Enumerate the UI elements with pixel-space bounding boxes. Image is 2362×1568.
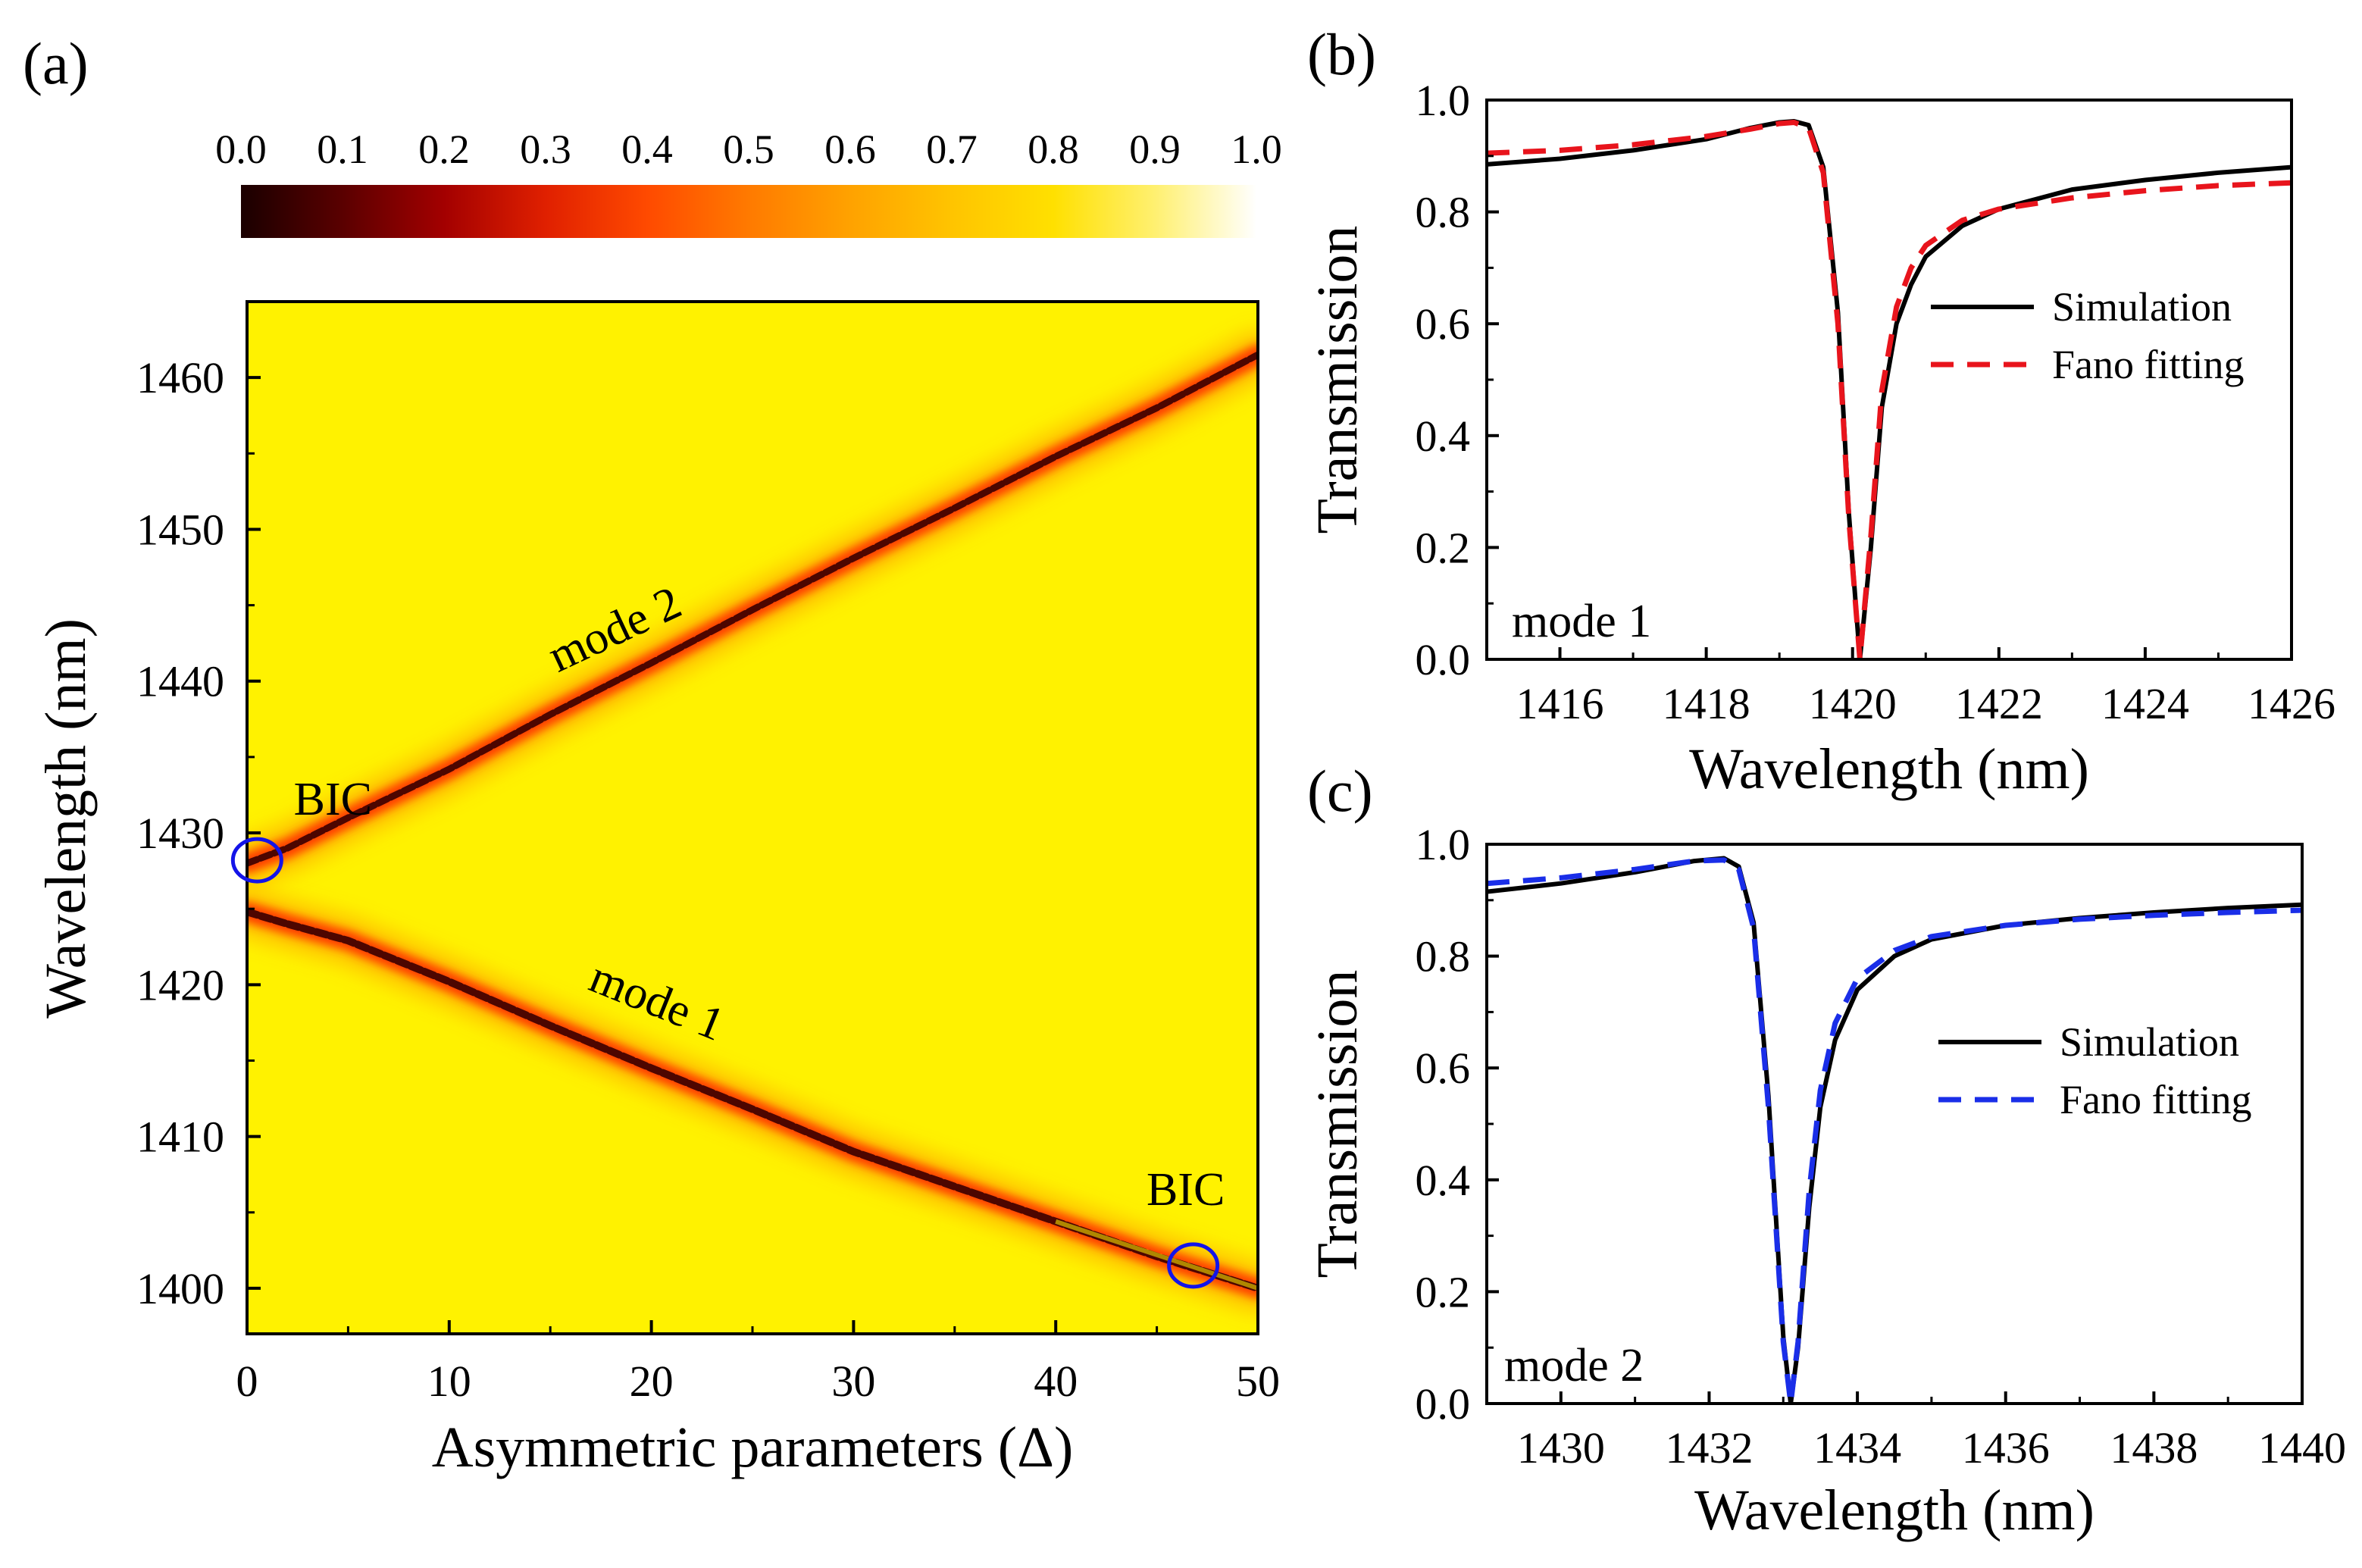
panel-label-c: (c): [1307, 758, 1373, 824]
legend-b: Simulation Fano fitting: [1931, 284, 2245, 387]
y-tick-label: 1420: [136, 960, 224, 1009]
y-tick-label: 0.4: [1416, 1156, 1471, 1205]
x-tick-label: 1430: [1517, 1423, 1605, 1473]
y-tick-label: 0.8: [1416, 932, 1471, 981]
colorbar-tick-label: 0.8: [1028, 127, 1079, 172]
y-axis-title-c: Transmission: [1306, 970, 1369, 1278]
y-tick-label: 0.2: [1416, 523, 1471, 572]
colorbar-gradient: [241, 185, 1256, 238]
y-tick-label: 0.0: [1416, 1379, 1471, 1429]
colorbar-ticks: 0.0 0.1 0.2 0.3 0.4 0.5 0.6 0.7 0.8 0.9 1.0: [215, 127, 1282, 172]
x-tick-label: 1418: [1663, 679, 1750, 728]
x-axis-title-b: Wavelength (nm): [1689, 737, 2089, 801]
y-tick-label: 0.4: [1416, 412, 1471, 461]
mode-fade: [1055, 1219, 1258, 1291]
x-tick-label: 1426: [2248, 679, 2335, 728]
colorbar-tick-label: 1.0: [1231, 127, 1282, 172]
x-axis-title-a: Asymmetric parameters (Δ): [432, 1416, 1074, 1479]
legend-c: Simulation Fano fitting: [1938, 1019, 2252, 1122]
line-plot-c: 1430 1432 1434 1436 1438 1440 0.0 0.2 0.4 0.6 0.8…: [1306, 820, 2346, 1542]
panel-label-a: (a): [23, 30, 89, 96]
y-tick-label: 0.6: [1416, 299, 1471, 349]
x-tick-label: 1422: [1955, 679, 2043, 728]
colorbar-tick-label: 0.5: [723, 127, 774, 172]
fano-fitting-line: [1487, 857, 2302, 1404]
x-axis-ticks-b: 1416 1418 1420 1422 1424 1426: [1485, 647, 2335, 728]
mode-core-line: [247, 351, 1258, 867]
y-tick-label: 1.0: [1416, 820, 1471, 869]
x-tick-label: 1416: [1516, 679, 1604, 728]
y-tick-label: 1450: [136, 505, 224, 554]
mode-annotation-b: mode 1: [1512, 596, 1651, 647]
x-tick-label: 1434: [1813, 1423, 1901, 1473]
x-tick-label: 1438: [2110, 1423, 2198, 1473]
x-tick-label: 20: [630, 1357, 674, 1406]
y-axis-ticks-a: 1400 1410 1420 1430 1440 1450 1460: [136, 300, 261, 1313]
bic-label: BIC: [294, 774, 372, 825]
colorbar: 0.0 0.1 0.2 0.3 0.4 0.5 0.6 0.7 0.8 0.9 1.0: [215, 127, 1282, 238]
series-c: [1487, 856, 2302, 1404]
bic-label: BIC: [1147, 1164, 1225, 1216]
mode-lines: [247, 351, 1258, 1292]
simulation-line: [1487, 119, 2292, 659]
y-tick-label: 1410: [136, 1113, 224, 1162]
bic-circle-marker: [1167, 1242, 1220, 1289]
colorbar-tick-label: 0.4: [621, 127, 673, 172]
x-axis-ticks-c: 1430 1432 1434 1436 1438 1440: [1485, 1391, 2346, 1473]
heatmap-plot-a: 0 10 20 30 40 50 1400 1410 1420 1430 1440 1450 1460…: [34, 300, 1280, 1479]
heatmap-background: [247, 302, 1258, 1334]
y-axis-ticks-c: 0.0 0.2 0.4 0.6 0.8 1.0: [1416, 820, 1499, 1429]
y-tick-label: 1430: [136, 809, 224, 858]
x-tick-label: 40: [1034, 1357, 1078, 1406]
y-tick-label: 0.8: [1416, 188, 1471, 237]
y-tick-label: 0.2: [1416, 1267, 1471, 1316]
y-axis-title-b: Transmission: [1306, 226, 1369, 534]
x-axis-title-c: Wavelength (nm): [1694, 1479, 2095, 1542]
line-plot-b: 1416 1418 1420 1422 1424 1426 0.0 0.2 0.4 0.6 0.8…: [1306, 76, 2335, 801]
x-tick-label: 1436: [1962, 1423, 2050, 1473]
legend-fano-label: Fano fitting: [2060, 1077, 2252, 1122]
colorbar-tick-label: 0.0: [215, 127, 267, 172]
x-tick-label: 1440: [2258, 1423, 2346, 1473]
panel-label-b: (b): [1307, 21, 1376, 87]
y-tick-label: 1.0: [1416, 76, 1471, 125]
x-tick-label: 1432: [1665, 1423, 1753, 1473]
x-tick-label: 0: [236, 1357, 258, 1406]
mode-annotation-c: mode 2: [1504, 1340, 1644, 1391]
x-tick-label: 10: [427, 1357, 471, 1406]
y-tick-label: 1460: [136, 353, 224, 402]
colorbar-tick-label: 0.7: [926, 127, 978, 172]
colorbar-tick-label: 0.6: [824, 127, 876, 172]
y-tick-label: 0.6: [1416, 1044, 1471, 1093]
x-tick-label: 1420: [1809, 679, 1897, 728]
x-tick-label: 50: [1236, 1357, 1280, 1406]
bic-circle-marker: [230, 837, 283, 884]
colorbar-tick-label: 0.9: [1129, 127, 1181, 172]
legend-simulation-label: Simulation: [2052, 284, 2232, 330]
simulation-line: [1487, 856, 2302, 1404]
series-b: [1487, 119, 2292, 659]
x-tick-label: 1424: [2101, 679, 2189, 728]
colorbar-tick-label: 0.2: [418, 127, 470, 172]
fano-fitting-line: [1487, 120, 2292, 659]
legend-fano-label: Fano fitting: [2052, 342, 2245, 387]
y-tick-label: 0.0: [1416, 635, 1471, 684]
x-axis-ticks-a: 0 10 20 30 40 50: [236, 1320, 1280, 1406]
y-axis-ticks-b: 0.0 0.2 0.4 0.6 0.8 1.0: [1416, 76, 1499, 684]
colorbar-tick-label: 0.3: [520, 127, 571, 172]
plot-frame-c: [1485, 843, 2304, 1405]
y-tick-label: 1440: [136, 657, 224, 706]
x-tick-label: 30: [831, 1357, 875, 1406]
y-axis-title-a: Wavelength (nm): [34, 618, 98, 1019]
colorbar-tick-label: 0.1: [317, 127, 368, 172]
legend-simulation-label: Simulation: [2060, 1019, 2239, 1065]
y-tick-label: 1400: [136, 1264, 224, 1313]
